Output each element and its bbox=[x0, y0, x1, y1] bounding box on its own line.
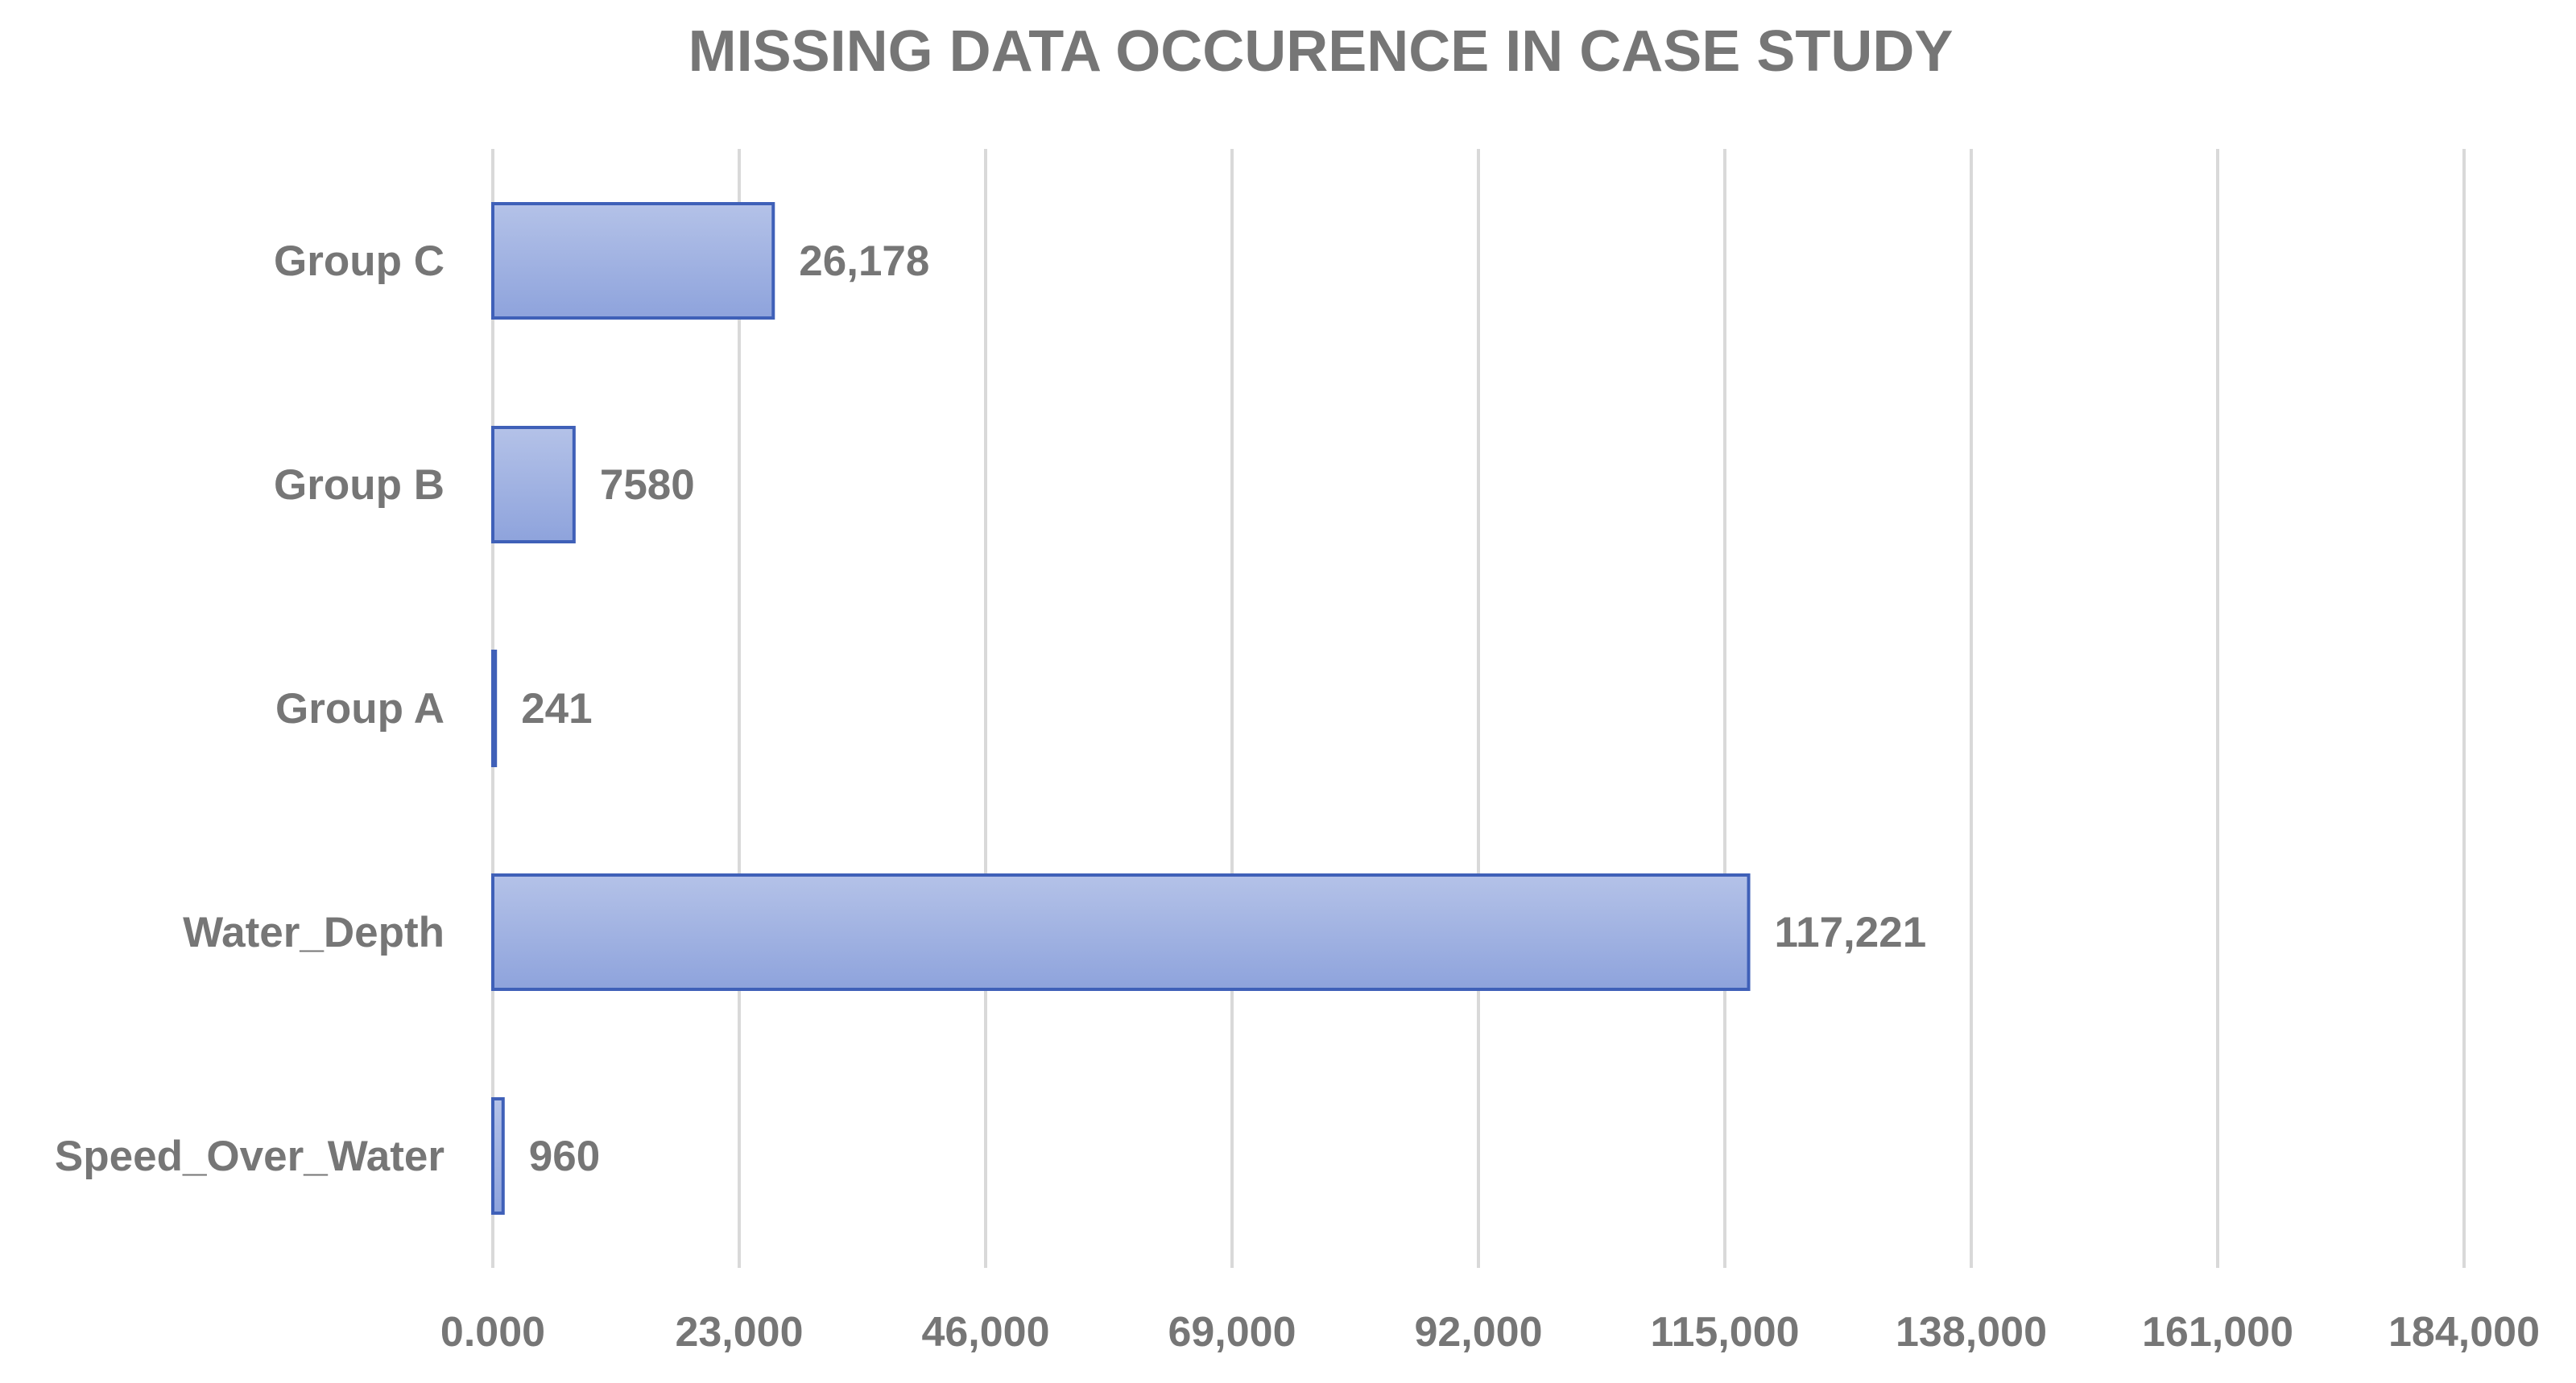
category-label: Group A bbox=[275, 685, 444, 733]
category-label: Water_Depth bbox=[183, 909, 444, 956]
x-tick-label: 138,000 bbox=[1896, 1309, 2047, 1356]
category-label: Speed_Over_Water bbox=[55, 1133, 444, 1180]
chart-title: MISSING DATA OCCURENCE IN CASE STUDY bbox=[688, 19, 1954, 84]
category-label: Group B bbox=[274, 461, 444, 509]
labels: 0.000 23,000 46,000 69,000 92,000 115,000 138,… bbox=[55, 237, 2540, 1356]
x-tick-label: 69,000 bbox=[1168, 1309, 1296, 1356]
data-label: 241 bbox=[521, 685, 592, 733]
x-tick-label: 161,000 bbox=[2142, 1309, 2293, 1356]
data-label: 7580 bbox=[600, 461, 695, 509]
data-label: 960 bbox=[529, 1133, 600, 1180]
x-tick-label: 184,000 bbox=[2388, 1309, 2540, 1356]
gridlines bbox=[491, 149, 2466, 1268]
x-tick-label: 46,000 bbox=[921, 1309, 1049, 1356]
bar-group-b bbox=[491, 426, 576, 543]
x-tick-label: 115,000 bbox=[1650, 1309, 1799, 1356]
x-tick-label: 0.000 bbox=[440, 1309, 545, 1356]
bar-group-c bbox=[491, 202, 775, 320]
data-label: 26,178 bbox=[799, 237, 929, 285]
category-label: Group C bbox=[274, 237, 444, 285]
bars bbox=[491, 202, 1751, 1215]
bar-group-a bbox=[491, 650, 498, 767]
x-tick-label: 23,000 bbox=[675, 1309, 803, 1356]
bar-speed-over-water bbox=[491, 1097, 505, 1215]
data-label: 117,221 bbox=[1775, 909, 1927, 956]
bar-water-depth bbox=[491, 873, 1751, 991]
x-tick-label: 92,000 bbox=[1414, 1309, 1542, 1356]
